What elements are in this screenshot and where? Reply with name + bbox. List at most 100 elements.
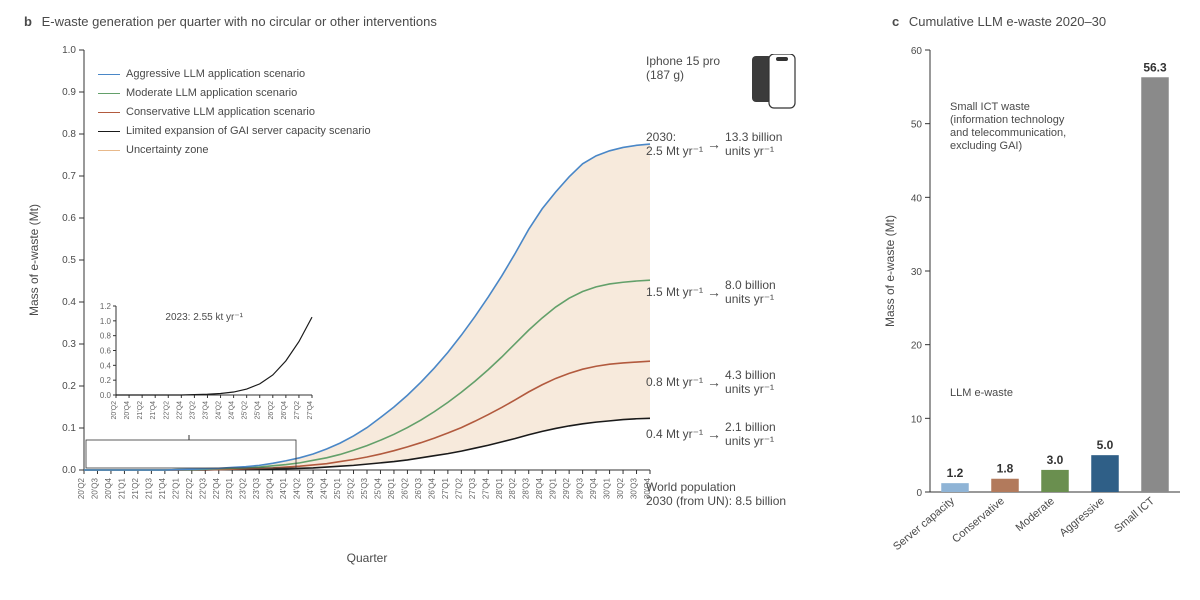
svg-text:26'Q4: 26'Q4 — [281, 401, 288, 420]
svg-text:25'Q2: 25'Q2 — [242, 401, 249, 420]
panel-c-title-text: Cumulative LLM e-waste 2020–30 — [909, 14, 1106, 29]
svg-text:23'Q4: 23'Q4 — [202, 401, 209, 420]
legend-label: Uncertainty zone — [126, 142, 209, 159]
legend-swatch — [98, 112, 120, 113]
panel-b-letter: b — [24, 14, 32, 29]
bar-category-label: Server capacity — [891, 495, 957, 553]
svg-text:23'Q2: 23'Q2 — [189, 401, 196, 420]
svg-text:60: 60 — [911, 46, 923, 57]
svg-text:26'Q2: 26'Q2 — [268, 401, 275, 420]
legend-row: Moderate LLM application scenario — [98, 85, 371, 102]
svg-text:24'Q4: 24'Q4 — [229, 401, 236, 420]
legend-row: Conservative LLM application scenario — [98, 104, 371, 121]
arrow-icon: → — [707, 426, 721, 442]
figure-wrap: { "panelB": { "letter": "b", "title": "E… — [0, 0, 1200, 600]
svg-text:29'Q2: 29'Q2 — [562, 477, 571, 499]
svg-text:30: 30 — [911, 267, 923, 278]
svg-text:23'Q4: 23'Q4 — [266, 477, 275, 499]
svg-text:25'Q2: 25'Q2 — [347, 477, 356, 499]
svg-text:0.8: 0.8 — [62, 129, 76, 140]
svg-text:1.0: 1.0 — [62, 45, 76, 56]
svg-text:0.2: 0.2 — [100, 376, 112, 385]
panel-c-ylabel: Mass of e-waste (Mt) — [883, 215, 897, 327]
svg-text:20'Q4: 20'Q4 — [104, 477, 113, 499]
svg-text:0.0: 0.0 — [62, 465, 76, 476]
svg-text:21'Q1: 21'Q1 — [117, 477, 126, 499]
svg-text:30'Q3: 30'Q3 — [630, 477, 639, 499]
svg-text:25'Q4: 25'Q4 — [373, 477, 382, 499]
bar-server-capacity — [941, 483, 969, 492]
svg-text:25'Q4: 25'Q4 — [255, 401, 262, 420]
svg-text:28'Q4: 28'Q4 — [535, 477, 544, 499]
svg-text:25'Q1: 25'Q1 — [333, 477, 342, 499]
svg-text:23'Q3: 23'Q3 — [252, 477, 261, 499]
legend-row: Uncertainty zone — [98, 142, 371, 159]
callout-r3: 0.8 Mt yr⁻¹→4.3 billion units yr⁻¹ — [646, 368, 776, 396]
world-population-note: World population 2030 (from UN): 8.5 bil… — [646, 480, 786, 508]
bar-value-label: 1.8 — [997, 462, 1014, 476]
svg-text:21'Q4: 21'Q4 — [158, 477, 167, 499]
legend-label: Conservative LLM application scenario — [126, 104, 315, 121]
svg-text:40: 40 — [911, 193, 923, 204]
legend-swatch — [98, 93, 120, 94]
svg-text:20: 20 — [911, 341, 923, 352]
svg-text:22'Q4: 22'Q4 — [176, 401, 183, 420]
svg-text:27'Q4: 27'Q4 — [307, 401, 314, 420]
inset-label: 2023: 2.55 kt yr⁻¹ — [165, 312, 243, 323]
bar-moderate — [1041, 470, 1069, 492]
panel-c-chart: 0102030405060Mass of e-waste (Mt)1.2Serv… — [880, 30, 1190, 580]
panel-b-title-text: E-waste generation per quarter with no c… — [42, 14, 437, 29]
panel-b-xlabel: Quarter — [347, 551, 388, 565]
legend-label: Moderate LLM application scenario — [126, 85, 297, 102]
svg-text:23'Q2: 23'Q2 — [239, 477, 248, 499]
svg-text:27'Q2: 27'Q2 — [454, 477, 463, 499]
panel-c-title: c Cumulative LLM e-waste 2020–30 — [892, 14, 1106, 29]
legend-label: Aggressive LLM application scenario — [126, 66, 305, 83]
panel-c-letter: c — [892, 14, 899, 29]
svg-text:24'Q4: 24'Q4 — [320, 477, 329, 499]
panel-b-inset: 0.00.20.40.60.81.01.220'Q220'Q421'Q221'Q… — [88, 300, 318, 435]
bar-aggressive — [1091, 455, 1119, 492]
svg-text:27'Q2: 27'Q2 — [294, 401, 301, 420]
bar-category-label: Conservative — [950, 495, 1007, 545]
svg-text:20'Q2: 20'Q2 — [77, 477, 86, 499]
arrow-icon: → — [707, 374, 721, 390]
arrow-icon: → — [707, 284, 721, 300]
note-small-ict: Small ICT waste(information technologyan… — [950, 101, 1066, 152]
svg-text:21'Q2: 21'Q2 — [137, 401, 144, 420]
svg-text:20'Q4: 20'Q4 — [124, 401, 131, 420]
svg-text:30'Q1: 30'Q1 — [603, 477, 612, 499]
iphone-label: Iphone 15 pro (187 g) — [646, 54, 720, 82]
bar-category-label: Moderate — [1014, 495, 1057, 534]
svg-text:25'Q3: 25'Q3 — [360, 477, 369, 499]
svg-text:24'Q3: 24'Q3 — [306, 477, 315, 499]
legend-swatch — [98, 131, 120, 132]
legend-row: Limited expansion of GAI server capacity… — [98, 123, 371, 140]
svg-text:10: 10 — [911, 414, 923, 425]
svg-text:26'Q3: 26'Q3 — [414, 477, 423, 499]
svg-text:0.7: 0.7 — [62, 171, 76, 182]
svg-text:0.0: 0.0 — [100, 391, 112, 400]
svg-text:0.8: 0.8 — [100, 332, 112, 341]
panel-b-legend: Aggressive LLM application scenario Moder… — [98, 64, 371, 161]
callout-r2: 1.5 Mt yr⁻¹→8.0 billion units yr⁻¹ — [646, 278, 776, 306]
svg-text:28'Q3: 28'Q3 — [522, 477, 531, 499]
svg-text:29'Q3: 29'Q3 — [576, 477, 585, 499]
svg-text:20'Q2: 20'Q2 — [111, 401, 118, 420]
svg-text:0.4: 0.4 — [100, 361, 112, 370]
svg-text:21'Q4: 21'Q4 — [150, 401, 157, 420]
svg-text:0.1: 0.1 — [62, 423, 76, 434]
callout-r4: 0.4 Mt yr⁻¹→2.1 billion units yr⁻¹ — [646, 420, 776, 448]
svg-text:22'Q1: 22'Q1 — [171, 477, 180, 499]
svg-text:50: 50 — [911, 120, 923, 131]
svg-text:29'Q1: 29'Q1 — [549, 477, 558, 499]
callout-r1: 2030: 2.5 Mt yr⁻¹→13.3 billion units yr⁻… — [646, 130, 782, 158]
arrow-icon: → — [707, 136, 721, 152]
bar-category-label: Aggressive — [1058, 495, 1107, 539]
legend-label: Limited expansion of GAI server capacity… — [126, 123, 371, 140]
svg-text:22'Q4: 22'Q4 — [212, 477, 221, 499]
note-llm-ewaste: LLM e-waste — [950, 387, 1013, 399]
bar-value-label: 5.0 — [1097, 438, 1114, 452]
svg-text:28'Q1: 28'Q1 — [495, 477, 504, 499]
legend-swatch — [98, 150, 120, 151]
